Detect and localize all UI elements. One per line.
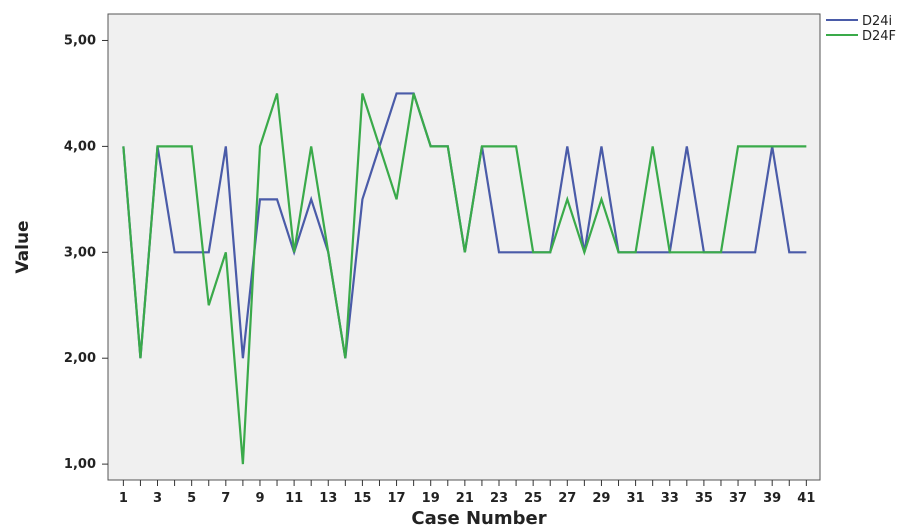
x-tick-label: 39	[763, 491, 781, 506]
series-line-d24f	[122, 93, 807, 465]
x-tick-label: 37	[729, 491, 747, 506]
x-tick-label: 23	[490, 491, 508, 506]
x-tick-label: 11	[285, 491, 303, 506]
x-tick-label: 15	[353, 491, 371, 506]
y-tick-label: 5,00	[64, 33, 96, 48]
x-axis-title: Case Number	[411, 508, 546, 527]
x-tick-label: 3	[153, 491, 162, 506]
y-axis: 1,00 2,00 3,00 4,00 5,00	[64, 33, 108, 472]
x-tick-label: 17	[388, 491, 406, 506]
x-tick-label: 41	[797, 491, 815, 506]
x-tick-label: 9	[255, 491, 264, 506]
x-tick-label: 13	[319, 491, 337, 506]
x-tick-label: 1	[119, 491, 128, 506]
legend-label: D24i	[862, 14, 892, 29]
y-tick-label: 3,00	[64, 245, 96, 260]
x-tick-label: 19	[422, 491, 440, 506]
x-axis: 1 3 5 7 9 11 13 15 17 19 21 23 25 27 29 31 33 35 37 39 41	[119, 480, 815, 506]
series-lines	[122, 92, 807, 465]
x-tick-label: 27	[558, 491, 576, 506]
x-tick-label: 35	[695, 491, 713, 506]
x-tick-label: 31	[627, 491, 645, 506]
x-tick-label: 25	[524, 491, 542, 506]
x-tick-label: 21	[456, 491, 474, 506]
legend-label: D24F	[862, 29, 896, 44]
y-axis-title: Value	[13, 220, 33, 273]
x-tick-label: 33	[661, 491, 679, 506]
x-tick-label: 5	[187, 491, 196, 506]
y-tick-label: 1,00	[64, 457, 96, 472]
y-tick-label: 2,00	[64, 351, 96, 366]
x-tick-label: 7	[221, 491, 230, 506]
x-tick-label: 29	[592, 491, 610, 506]
y-tick-label: 4,00	[64, 139, 96, 154]
